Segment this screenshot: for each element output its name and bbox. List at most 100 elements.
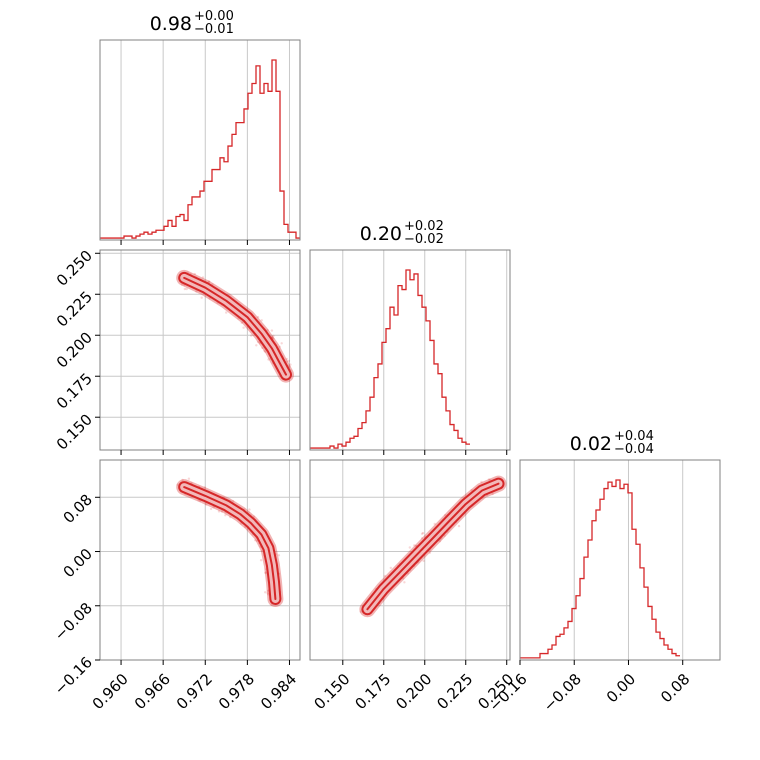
title-upper-error: +0.00: [194, 9, 234, 24]
y-tick-label: −0.16: [51, 653, 96, 698]
sample-point: [270, 329, 274, 332]
sample-point: [263, 349, 266, 352]
sample-point: [256, 340, 260, 344]
histogram-p1: [100, 59, 300, 239]
sample-point: [266, 328, 269, 332]
sample-point: [217, 510, 221, 513]
sample-point: [209, 507, 213, 511]
sample-point: [203, 486, 206, 489]
sample-point: [264, 350, 267, 354]
sample-point: [185, 287, 188, 291]
title-upper-error: +0.04: [614, 429, 654, 444]
title-value: 0.20: [360, 223, 402, 245]
sample-point: [181, 478, 184, 482]
panel-frame: [309, 459, 511, 661]
sample-point: [266, 592, 269, 595]
sample-point: [438, 540, 442, 543]
panel-2-0: [100, 460, 300, 661]
sample-point: [420, 537, 424, 540]
sample-point: [205, 503, 208, 506]
histogram-p3: [520, 479, 680, 659]
y-tick-label: 0.08: [60, 491, 96, 527]
contour-core: [183, 486, 277, 600]
sample-point: [248, 508, 251, 511]
sample-point: [389, 566, 392, 570]
y-tick-label: 0.225: [53, 288, 96, 331]
panel-frame: [99, 39, 301, 241]
x-tick-label: 0.150: [310, 670, 353, 713]
sample-point: [261, 346, 264, 350]
x-tick-label: 0.175: [351, 670, 394, 713]
sample-point: [264, 571, 267, 575]
sample-point: [225, 311, 228, 314]
y-tick-label: −0.08: [51, 599, 96, 644]
sample-point: [408, 546, 411, 549]
panel-frame: [309, 249, 511, 451]
sample-point: [285, 357, 288, 361]
sample-point: [229, 515, 232, 519]
sample-point: [180, 283, 184, 286]
sample-point: [272, 334, 275, 338]
sample-point: [260, 319, 263, 322]
x-tick-label: 0.966: [131, 670, 174, 713]
sample-point: [231, 500, 235, 503]
panel-2-1: [310, 460, 510, 661]
sample-point: [267, 358, 270, 361]
contour-band-outer: [176, 269, 294, 383]
sample-point: [403, 581, 406, 584]
title-lower-error: −0.02: [404, 232, 444, 247]
panel-frame: [99, 459, 301, 661]
sample-point: [260, 549, 263, 553]
sample-point: [250, 334, 253, 337]
sample-point: [259, 559, 263, 562]
x-tick-label: 0.200: [392, 670, 435, 713]
sample-point: [252, 515, 256, 518]
sample-point: [383, 574, 386, 578]
title-lower-error: −0.04: [614, 442, 654, 457]
sample-point: [255, 344, 258, 347]
sample-point: [278, 345, 281, 348]
panel-title: 0.20 +0.02−0.02: [360, 219, 444, 247]
sample-point: [457, 524, 461, 528]
sample-point: [487, 478, 491, 481]
panel-1-1: [310, 250, 508, 450]
y-tick-label: 0.250: [53, 247, 96, 290]
contour-core: [183, 276, 287, 376]
sample-point: [470, 489, 473, 492]
title-value: 0.02: [570, 433, 612, 455]
title-upper-error: +0.02: [404, 219, 444, 234]
sample-point: [176, 483, 179, 486]
sample-point: [433, 522, 436, 526]
sample-point: [255, 539, 259, 542]
x-tick-label: 0.984: [257, 670, 300, 713]
x-tick-label: 0.960: [89, 670, 132, 713]
contour-fill: [180, 483, 280, 603]
sample-point: [242, 326, 245, 329]
panel-frame: [99, 249, 301, 451]
sample-point: [444, 514, 447, 517]
sample-point: [285, 360, 289, 363]
x-tick-label: −0.08: [540, 670, 585, 715]
sample-point: [201, 276, 205, 279]
sample-point: [212, 506, 215, 509]
sample-point: [207, 280, 211, 283]
sample-point: [193, 272, 196, 276]
title-lower-error: −0.01: [194, 22, 234, 37]
contour-core: [366, 482, 500, 611]
panel-frame: [519, 459, 721, 661]
sample-point: [420, 532, 424, 535]
panel-0-0: [100, 40, 300, 240]
panel-title: 0.02 +0.04−0.04: [570, 429, 654, 457]
sample-point: [224, 514, 227, 517]
sample-point: [220, 510, 224, 513]
y-tick-label: 0.175: [53, 370, 96, 413]
panel-title: 0.98 +0.00−0.01: [150, 9, 234, 37]
x-tick-label: 0.08: [657, 670, 693, 706]
sample-point: [428, 551, 432, 554]
sample-point: [254, 539, 257, 542]
sample-point: [183, 287, 186, 291]
sample-point: [280, 342, 283, 345]
sample-point: [195, 290, 198, 293]
y-tick-label: 0.00: [60, 545, 96, 581]
